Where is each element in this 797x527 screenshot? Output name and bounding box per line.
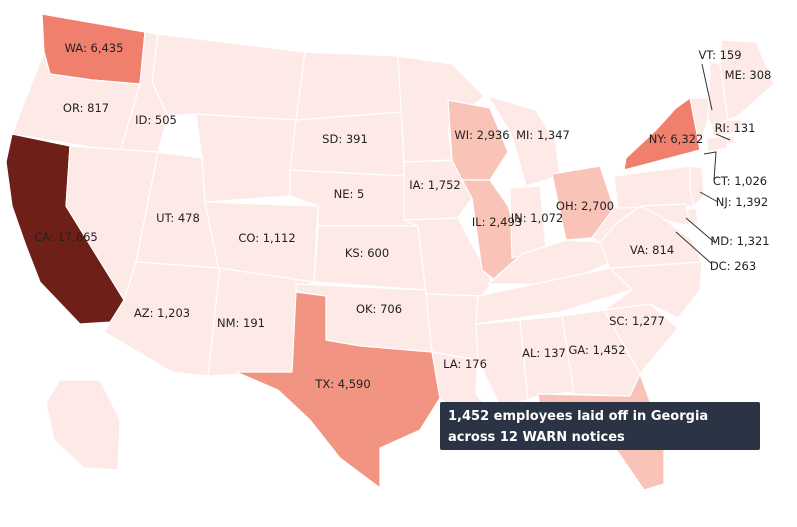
state-ct[interactable] [705, 135, 729, 153]
state-nj[interactable] [689, 165, 705, 207]
state-label-or: OR: 817 [63, 101, 109, 115]
state-label-tx: TX: 4,590 [314, 377, 370, 391]
state-mt[interactable] [151, 33, 306, 121]
state-label-az: AZ: 1,203 [134, 306, 190, 320]
state-label-vt: VT: 159 [698, 48, 741, 62]
state-mi[interactable] [487, 95, 561, 187]
state-wy[interactable] [195, 113, 297, 203]
leader-line-md [685, 217, 715, 243]
state-label-ks: KS: 600 [345, 246, 389, 260]
leader-line-nj [699, 191, 719, 203]
state-label-ga: GA: 1,452 [568, 343, 625, 357]
state-label-dc: DC: 263 [710, 259, 756, 273]
state-label-il: IL: 2,493 [472, 215, 522, 229]
state-label-sd: SD: 391 [322, 132, 368, 146]
leader-line-dc [675, 231, 713, 265]
state-label-in: IN: 1,072 [511, 211, 563, 225]
state-nd[interactable] [295, 51, 403, 121]
state-label-ca: CA: 17,665 [34, 230, 97, 244]
state-md[interactable] [639, 203, 691, 227]
state-label-ny: NY: 6,322 [649, 132, 704, 146]
state-label-ut: UT: 478 [156, 211, 200, 225]
state-label-la: LA: 176 [443, 357, 487, 371]
state-pa[interactable] [613, 165, 697, 209]
state-label-oh: OH: 2,700 [556, 199, 614, 213]
state-me[interactable] [719, 39, 775, 121]
state-label-id: ID: 505 [135, 113, 177, 127]
state-label-wa: WA: 6,435 [65, 41, 124, 55]
state-label-va: VA: 814 [630, 243, 674, 257]
state-label-me: ME: 308 [725, 68, 772, 82]
state-nc[interactable] [603, 261, 703, 319]
state-label-wi: WI: 2,936 [454, 128, 509, 142]
state-label-md: MD: 1,321 [710, 234, 769, 248]
state-tooltip: 1,452 employees laid off in Georgia acro… [440, 402, 760, 450]
leader-line-vt [701, 63, 713, 111]
state-tn[interactable] [475, 267, 633, 325]
state-label-al: AL: 137 [522, 346, 566, 360]
state-label-ne: NE: 5 [334, 187, 365, 201]
state-label-ri: RI: 131 [715, 121, 756, 135]
state-label-ok: OK: 706 [356, 302, 402, 316]
state-label-nj: NJ: 1,392 [716, 195, 768, 209]
state-ma[interactable] [711, 119, 743, 137]
state-label-nm: NM: 191 [217, 316, 265, 330]
leader-line-ct [703, 151, 717, 181]
state-tx[interactable] [235, 291, 441, 489]
leader-line-ri [715, 133, 731, 141]
state-label-ia: IA: 1,752 [409, 178, 461, 192]
state-ak[interactable] [45, 379, 121, 471]
state-label-sc: SC: 1,277 [609, 314, 665, 328]
state-label-ct: CT: 1,026 [713, 174, 767, 188]
state-label-mi: MI: 1,347 [516, 128, 570, 142]
state-ar[interactable] [425, 293, 483, 361]
state-label-co: CO: 1,112 [238, 231, 295, 245]
